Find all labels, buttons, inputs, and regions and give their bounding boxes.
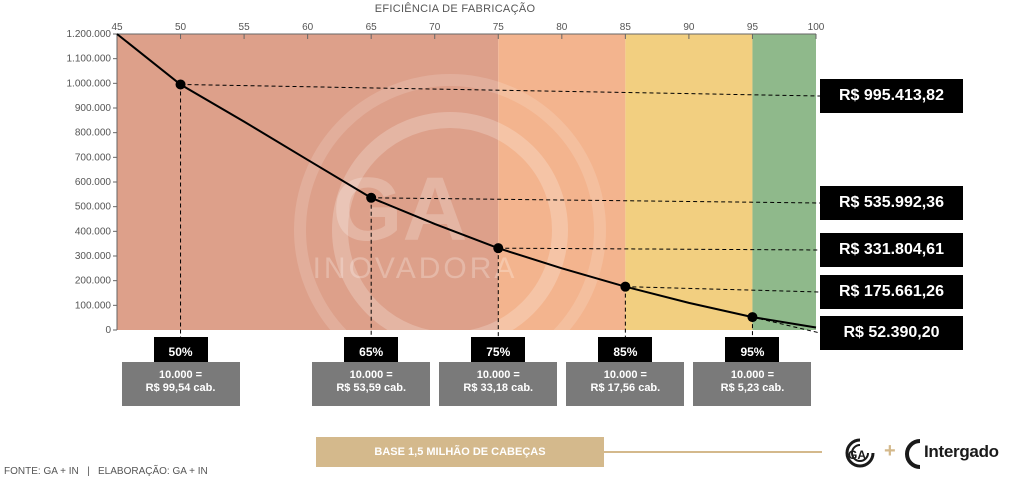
cost-label-line2: R$ 5,23 cab. — [720, 382, 785, 394]
cost-label: 10.000 = R$ 53,59 cab. — [312, 362, 431, 406]
data-point — [747, 312, 758, 323]
zone-1 — [498, 34, 626, 330]
cost-label-line2: R$ 53,59 cab. — [336, 382, 407, 394]
ga-logo-text: GA — [848, 448, 866, 462]
cost-label: 10.000 = R$ 17,56 cab. — [566, 362, 685, 406]
y-tick-label: 300.000 — [75, 251, 112, 262]
base-label-bar: BASE 1,5 MILHÃO DE CABEÇAS — [316, 437, 604, 467]
cost-label-line1: 10.000 = — [730, 369, 775, 381]
watermark: GA INOVADORA — [294, 74, 606, 386]
base-label-line — [604, 451, 822, 453]
x-axis-title: EFICIÊNCIA DE FABRICAÇÃO — [374, 3, 536, 15]
cost-label-line2: R$ 33,18 cab. — [463, 382, 534, 394]
guide-horizontal — [752, 316, 821, 334]
zone-3 — [752, 34, 816, 330]
cost-label-line2: R$ 99,54 cab. — [145, 382, 216, 394]
percent-label: 65% — [344, 337, 399, 367]
x-tick-label: 95 — [747, 22, 759, 33]
value-label: R$ 995.413,82 — [820, 79, 963, 113]
data-point — [493, 243, 504, 254]
cost-label-line2: R$ 17,56 cab. — [590, 382, 661, 394]
y-tick-label: 1.200.000 — [67, 29, 112, 40]
cost-label-line1: 10.000 = — [158, 369, 203, 381]
footer-source: FONTE: GA + IN | ELABORAÇÃO: GA + IN — [4, 466, 208, 477]
y-tick-label: 400.000 — [75, 226, 112, 237]
cost-label: 10.000 = R$ 5,23 cab. — [693, 362, 812, 406]
y-tick-label: 1.100.000 — [67, 54, 112, 65]
cost-label: 10.000 = R$ 33,18 cab. — [439, 362, 558, 406]
y-tick-label: 200.000 — [75, 276, 112, 287]
cost-label-line1: 10.000 = — [476, 369, 520, 381]
x-tick-label: 60 — [302, 22, 314, 33]
guide-horizontal — [498, 247, 821, 251]
intergado-mark-icon — [905, 439, 921, 469]
y-tick-label: 700.000 — [75, 152, 112, 163]
value-label: R$ 175.661,26 — [820, 275, 963, 309]
y-tick-label: 800.000 — [75, 128, 112, 139]
guide-horizontal — [371, 197, 821, 204]
y-tick-label: 1.000.000 — [67, 78, 112, 89]
x-tick-label: 85 — [620, 22, 632, 33]
cost-label: 10.000 = R$ 99,54 cab. — [121, 362, 240, 406]
y-tick-label: 0 — [105, 325, 111, 336]
x-tick-label: 100 — [808, 22, 825, 33]
y-tick-label: 600.000 — [75, 177, 112, 188]
data-point — [620, 281, 631, 292]
data-points-layer — [175, 79, 758, 323]
value-label: R$ 331.804,61 — [820, 233, 963, 267]
ga-logo-icon: GA — [845, 438, 875, 468]
watermark-inovadora-text: INOVADORA — [313, 252, 518, 285]
y-tick-label: 900.000 — [75, 103, 112, 114]
logo-plus: + — [884, 440, 896, 462]
guide-horizontal — [180, 83, 821, 97]
logos: GA + Intergado — [840, 436, 1010, 470]
x-tick-label: 70 — [429, 22, 441, 33]
x-tick-label: 65 — [366, 22, 378, 33]
x-tick-label: 50 — [175, 22, 187, 33]
data-point — [366, 192, 377, 203]
x-tick-label: 75 — [493, 22, 505, 33]
zone-2 — [625, 34, 753, 330]
value-label: R$ 52.390,20 — [820, 316, 963, 350]
x-tick-label: 80 — [556, 22, 568, 33]
y-tick-label: 500.000 — [75, 202, 112, 213]
value-label: R$ 535.992,36 — [820, 186, 963, 220]
x-tick-label: 90 — [683, 22, 695, 33]
guide-lines-layer — [180, 83, 821, 340]
cost-label-line1: 10.000 = — [349, 369, 393, 381]
x-tick-label: 55 — [239, 22, 251, 33]
y-tick-label: 100.000 — [75, 300, 112, 311]
data-point — [175, 79, 186, 90]
cost-curve — [116, 33, 817, 329]
intergado-logo-text: Intergado — [924, 442, 999, 461]
guide-horizontal — [625, 286, 821, 293]
x-tick-label: 45 — [111, 22, 123, 33]
cost-label-line1: 10.000 = — [603, 369, 647, 381]
